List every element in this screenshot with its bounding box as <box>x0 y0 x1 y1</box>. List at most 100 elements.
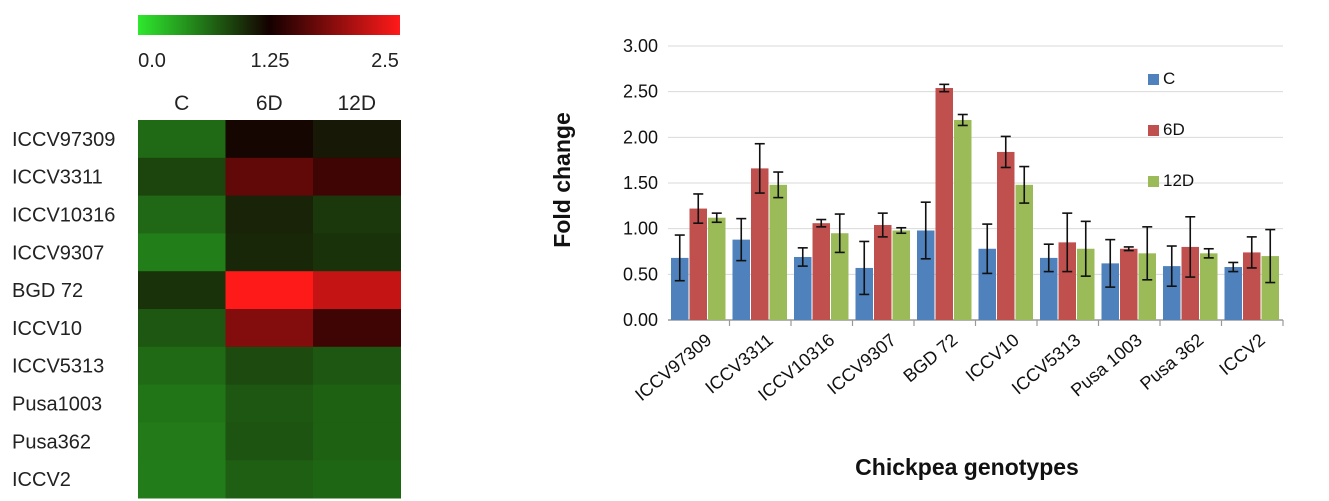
y-tick-label: 1.00 <box>623 219 658 239</box>
bar <box>794 256 812 320</box>
bar <box>1200 253 1218 320</box>
x-tick-label: Pusa 362 <box>1136 330 1207 394</box>
bar <box>769 184 787 320</box>
heatmap-cell <box>138 233 226 272</box>
legend-swatch <box>1148 125 1159 136</box>
heatmap-col-label: 12D <box>337 92 376 115</box>
bar <box>708 217 726 320</box>
heatmap-cell <box>225 460 314 499</box>
heatmap-cell <box>138 384 226 423</box>
heatmap-row-label: ICCV9307 <box>12 242 104 264</box>
legend-label: 12D <box>1163 171 1194 190</box>
bar <box>874 225 892 320</box>
bar <box>935 88 953 320</box>
bar <box>978 248 996 320</box>
colorbar-tick-mid: 1.25 <box>251 50 290 72</box>
heatmap-cell <box>225 271 314 310</box>
bar <box>1138 253 1156 320</box>
heatmap-cell <box>313 422 401 461</box>
heatmap-cell <box>225 346 314 386</box>
heatmap-cell <box>313 346 401 386</box>
y-axis-label: Fold change <box>549 112 575 247</box>
legend-label: 6D <box>1163 120 1185 139</box>
heatmap-chart: 0.0 1.25 2.5 C 6D 12D ICCV97309 ICCV3311 ICC… <box>12 15 401 499</box>
bar <box>689 208 707 320</box>
bar <box>917 230 935 320</box>
legend-label: C <box>1163 69 1175 88</box>
heatmap-cell <box>313 120 401 159</box>
y-tick-label: 1.50 <box>623 173 658 193</box>
heatmap-row-label: ICCV3311 <box>12 167 103 189</box>
heatmap-row-label: ICCV97309 <box>12 129 115 151</box>
y-tick-label: 3.00 <box>623 36 658 56</box>
bar <box>855 267 873 320</box>
bar <box>1261 256 1279 320</box>
heatmap-cell <box>313 309 401 348</box>
x-tick-label: Pusa 1003 <box>1067 330 1146 401</box>
legend-swatch <box>1148 74 1159 85</box>
x-tick-label: BGD 72 <box>899 330 961 386</box>
heatmap-cell <box>138 346 226 386</box>
x-tick-label: ICCV5313 <box>1008 330 1084 399</box>
heatmap-cell <box>225 384 314 423</box>
y-tick-label: 0.50 <box>623 264 658 284</box>
heatmap-cell <box>225 422 314 461</box>
heatmap-cell <box>313 271 401 310</box>
x-tick-label: ICCV10 <box>962 330 1023 386</box>
heatmap-cell <box>225 120 314 159</box>
heatmap-cell <box>313 233 401 272</box>
heatmap-cell <box>138 271 226 310</box>
bar <box>954 119 972 320</box>
heatmap-cell <box>138 422 226 461</box>
bar <box>812 223 830 320</box>
bar <box>732 239 750 320</box>
bar <box>1058 242 1076 320</box>
heatmap-cell <box>138 309 226 348</box>
bar <box>1120 248 1138 320</box>
bar <box>1163 266 1181 320</box>
bar <box>1101 263 1119 320</box>
bar <box>1040 257 1058 320</box>
heatmap-cell <box>225 309 314 348</box>
heatmap-col-label: 6D <box>256 92 283 115</box>
heatmap-row-label: ICCV10 <box>12 318 82 340</box>
heatmap-cell <box>225 157 314 197</box>
bar <box>1224 267 1242 320</box>
heatmap-cell <box>313 157 401 197</box>
heatmap-row-label: ICCV2 <box>12 469 71 491</box>
heatmap-cell <box>225 195 314 234</box>
heatmap-cell <box>313 460 401 499</box>
heatmap-cell <box>138 120 226 159</box>
heatmap-cell <box>138 195 226 234</box>
bar <box>997 151 1015 320</box>
colorbar <box>138 15 400 35</box>
heatmap-row-label: ICCV5313 <box>12 356 104 378</box>
legend-swatch <box>1148 176 1159 187</box>
heatmap-row-label: ICCV10316 <box>12 205 115 227</box>
bar <box>1181 246 1199 320</box>
bar <box>831 233 849 320</box>
x-tick-label: ICCV9307 <box>823 330 899 399</box>
bar <box>751 168 769 320</box>
x-tick-label: ICCV97309 <box>631 330 715 405</box>
x-axis-label: Chickpea genotypes <box>855 454 1079 480</box>
y-tick-label: 2.00 <box>623 127 658 147</box>
heatmap-col-label: C <box>174 92 189 115</box>
heatmap-cell <box>138 460 226 499</box>
heatmap-cell <box>313 195 401 234</box>
y-tick-label: 2.50 <box>623 82 658 102</box>
bar <box>1243 252 1261 320</box>
x-tick-label: ICCV3311 <box>701 330 776 398</box>
heatmap-row-label: BGD 72 <box>12 280 83 302</box>
heatmap-cell <box>138 157 226 197</box>
x-tick-label: ICCV2 <box>1215 330 1268 379</box>
heatmap-cell <box>313 384 401 423</box>
colorbar-tick-min: 0.0 <box>138 50 166 72</box>
bar <box>1015 184 1033 320</box>
colorbar-tick-max: 2.5 <box>371 50 399 72</box>
heatmap-row-label: Pusa362 <box>12 431 91 453</box>
heatmap-cell <box>225 233 314 272</box>
bar <box>1077 248 1095 320</box>
y-tick-label: 0.00 <box>623 310 658 330</box>
bar <box>892 230 910 320</box>
